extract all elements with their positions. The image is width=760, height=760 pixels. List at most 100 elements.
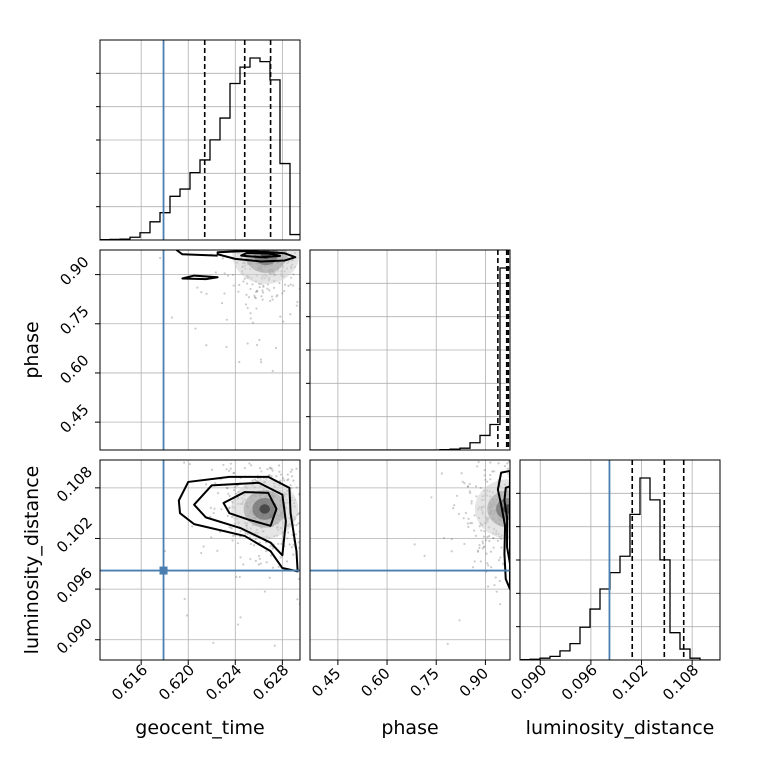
- sample-point: [478, 543, 481, 547]
- sample-point: [484, 478, 487, 481]
- sample-point: [515, 521, 517, 523]
- sample-point: [292, 553, 295, 556]
- sample-point: [471, 566, 475, 569]
- sample-point: [303, 303, 305, 305]
- sample-point: [274, 232, 276, 234]
- sample-point: [512, 374, 514, 376]
- sample-point: [191, 525, 194, 528]
- sample-point: [205, 344, 208, 347]
- sample-point: [238, 113, 240, 115]
- sample-point: [551, 493, 553, 495]
- sample-point: [526, 490, 528, 492]
- sample-point: [517, 465, 519, 467]
- sample-point: [534, 511, 536, 513]
- sample-point: [277, 542, 280, 546]
- sample-point: [506, 462, 509, 465]
- sample-point: [316, 507, 318, 509]
- sample-point: [230, 527, 233, 530]
- sample-point: [249, 464, 253, 467]
- sample-point: [304, 265, 306, 267]
- sample-point: [452, 507, 455, 510]
- sample-point: [537, 514, 539, 516]
- sample-point: [262, 284, 265, 287]
- sample-point: [551, 496, 553, 498]
- sample-point: [524, 516, 526, 518]
- sample-point: [512, 505, 514, 507]
- sample-point: [241, 225, 243, 227]
- sample-point: [477, 451, 479, 453]
- sample-point: [476, 550, 480, 553]
- sample-point: [541, 423, 543, 425]
- contour-band_edge: [175, 250, 218, 257]
- x-tick-label-geocent_time-1: 0.620: [155, 661, 198, 704]
- sample-point: [512, 551, 514, 553]
- sample-point: [486, 480, 489, 483]
- sample-point: [530, 511, 532, 513]
- sample-point: [276, 233, 278, 235]
- sample-point: [516, 530, 518, 532]
- sample-point: [277, 464, 281, 467]
- sample-point: [239, 616, 242, 619]
- sample-point: [261, 289, 264, 292]
- sample-point: [261, 223, 263, 225]
- panel-frame: [309, 459, 511, 661]
- sample-point: [291, 284, 295, 287]
- sample-point: [209, 515, 212, 518]
- sample-point: [254, 559, 257, 562]
- sample-point: [292, 273, 295, 276]
- sample-point: [268, 576, 271, 579]
- sample-point: [233, 486, 236, 489]
- sample-point: [256, 232, 258, 234]
- sample-point: [474, 534, 477, 537]
- sample-point: [574, 476, 576, 478]
- sample-point: [512, 540, 514, 542]
- sample-point: [242, 280, 245, 283]
- sample-point: [490, 566, 493, 569]
- sample-point: [283, 247, 285, 249]
- x-tick-label-geocent_time-3: 0.628: [249, 661, 292, 704]
- sample-point: [278, 77, 280, 79]
- sample-point: [521, 533, 523, 535]
- panel-luminosity_distance-hist: 0.090 0.096 0.102 0.108: [507, 459, 721, 704]
- sample-point: [277, 565, 280, 568]
- sample-point: [288, 543, 291, 546]
- sample-point: [535, 505, 537, 507]
- sample-point: [533, 489, 535, 491]
- sample-point: [254, 290, 258, 294]
- sample-point: [300, 530, 302, 532]
- sample-point: [297, 493, 300, 496]
- sample-point: [541, 535, 543, 537]
- sample-point: [543, 530, 545, 532]
- sample-point: [283, 479, 286, 482]
- sample-point: [306, 542, 308, 544]
- sample-point: [512, 531, 514, 533]
- sample-point: [348, 555, 350, 557]
- panel-frame: [99, 249, 301, 451]
- sample-point: [205, 483, 208, 486]
- sample-point: [535, 496, 537, 498]
- sample-point: [256, 290, 259, 293]
- sample-point: [533, 470, 535, 472]
- sample-point: [252, 242, 254, 244]
- sample-point: [290, 468, 294, 471]
- sample-point: [258, 202, 260, 204]
- sample-point: [245, 293, 248, 296]
- sample-point: [297, 577, 300, 581]
- sample-point: [253, 453, 255, 455]
- sample-point: [260, 470, 263, 473]
- sample-point: [284, 200, 286, 202]
- y-tick-label-luminosity_distance-2: 0.102: [53, 513, 96, 556]
- sample-point: [550, 542, 552, 544]
- x-tick-label-luminosity_distance-3: 0.108: [659, 661, 702, 704]
- sample-point: [248, 236, 250, 238]
- sample-point: [226, 514, 229, 518]
- sample-point: [493, 429, 495, 431]
- sample-point: [536, 518, 538, 520]
- sample-point: [271, 469, 274, 472]
- sample-point: [521, 495, 523, 497]
- sample-point: [481, 547, 484, 550]
- sample-point: [463, 542, 466, 546]
- sample-point: [543, 635, 545, 637]
- sample-point: [315, 223, 317, 225]
- sample-point: [328, 590, 330, 592]
